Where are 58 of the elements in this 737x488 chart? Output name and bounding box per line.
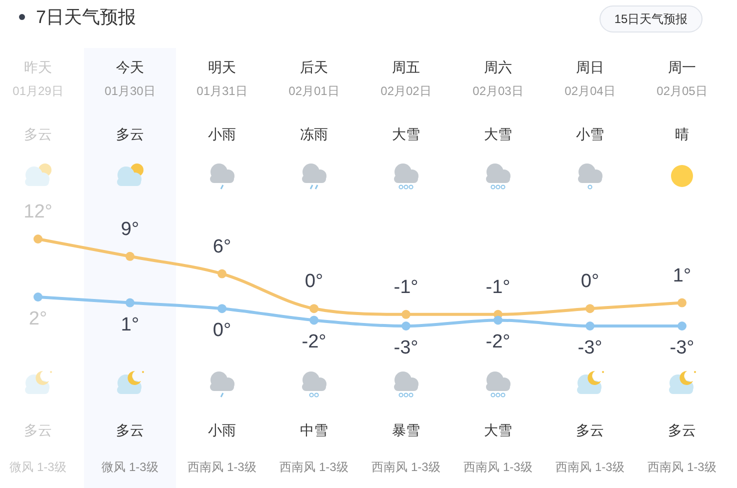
x-tick-label: 今天: [116, 59, 144, 75]
text: 微风 1-3级: [10, 460, 66, 474]
text: 西南风 1-3级: [372, 460, 440, 474]
text: 01月31日: [196, 84, 248, 98]
text: 西南风 1-3级: [464, 460, 532, 474]
x-tick-label: 昨天: [24, 59, 52, 75]
text: 02月04日: [564, 84, 616, 98]
x-tick-label: 周一: [668, 59, 696, 75]
text: 小雪: [576, 126, 604, 142]
text: 02月02日: [380, 84, 432, 98]
data-label: -1°: [394, 276, 418, 298]
data-label: 9°: [120, 218, 140, 240]
x-tick-label: 明天: [208, 59, 236, 75]
data-label: 2°: [28, 308, 48, 330]
data-label: 0°: [580, 271, 600, 292]
text: 02月05日: [656, 84, 708, 98]
x-tick-label: 周五: [392, 59, 420, 75]
text: 02月03日: [472, 84, 524, 98]
text: 微风 1-3级: [102, 460, 158, 474]
x-tick-label: 后天: [300, 59, 328, 75]
data-label: 12°: [24, 202, 52, 222]
data-label: -3°: [670, 338, 694, 358]
text: 大雪: [484, 422, 512, 438]
text: 西南风 1-3级: [280, 460, 348, 474]
data-label: 1°: [120, 314, 140, 336]
x-tick-label: 周六: [484, 59, 512, 75]
text: 晴: [675, 126, 689, 142]
text: 大雪: [392, 126, 420, 142]
text: 多云: [116, 126, 144, 142]
text: 大雪: [484, 126, 512, 142]
data-label: -2°: [302, 332, 326, 353]
text: 中雪: [300, 422, 328, 438]
x-tick-label: 周日: [576, 59, 604, 75]
data-label: -3°: [578, 338, 602, 358]
text: 02月01日: [288, 84, 340, 98]
data-label: -2°: [486, 332, 510, 353]
data-label: 6°: [212, 236, 232, 258]
data-label: -3°: [394, 338, 418, 358]
text: 西南风 1-3级: [188, 460, 256, 474]
text: 暴雪: [392, 422, 420, 438]
data-label: 1°: [672, 265, 692, 286]
text: 多云: [24, 126, 52, 142]
data-label: 0°: [304, 271, 324, 292]
text: 西南风 1-3级: [556, 460, 624, 474]
text: 小雨: [208, 422, 236, 438]
text: 15日天气预报: [614, 12, 688, 26]
text: 多云: [576, 422, 604, 438]
text: 小雨: [208, 126, 236, 142]
text: 多云: [668, 422, 696, 438]
data-label: 0°: [212, 320, 232, 342]
text: 01月29日: [12, 84, 64, 98]
text: 01月30日: [104, 84, 156, 98]
chart-title: 7日天气预报: [36, 7, 136, 27]
text: 多云: [24, 422, 52, 438]
text: 多云: [116, 422, 144, 438]
data-label: -1°: [486, 276, 510, 298]
text: 西南风 1-3级: [648, 460, 716, 474]
text: 冻雨: [300, 126, 328, 142]
